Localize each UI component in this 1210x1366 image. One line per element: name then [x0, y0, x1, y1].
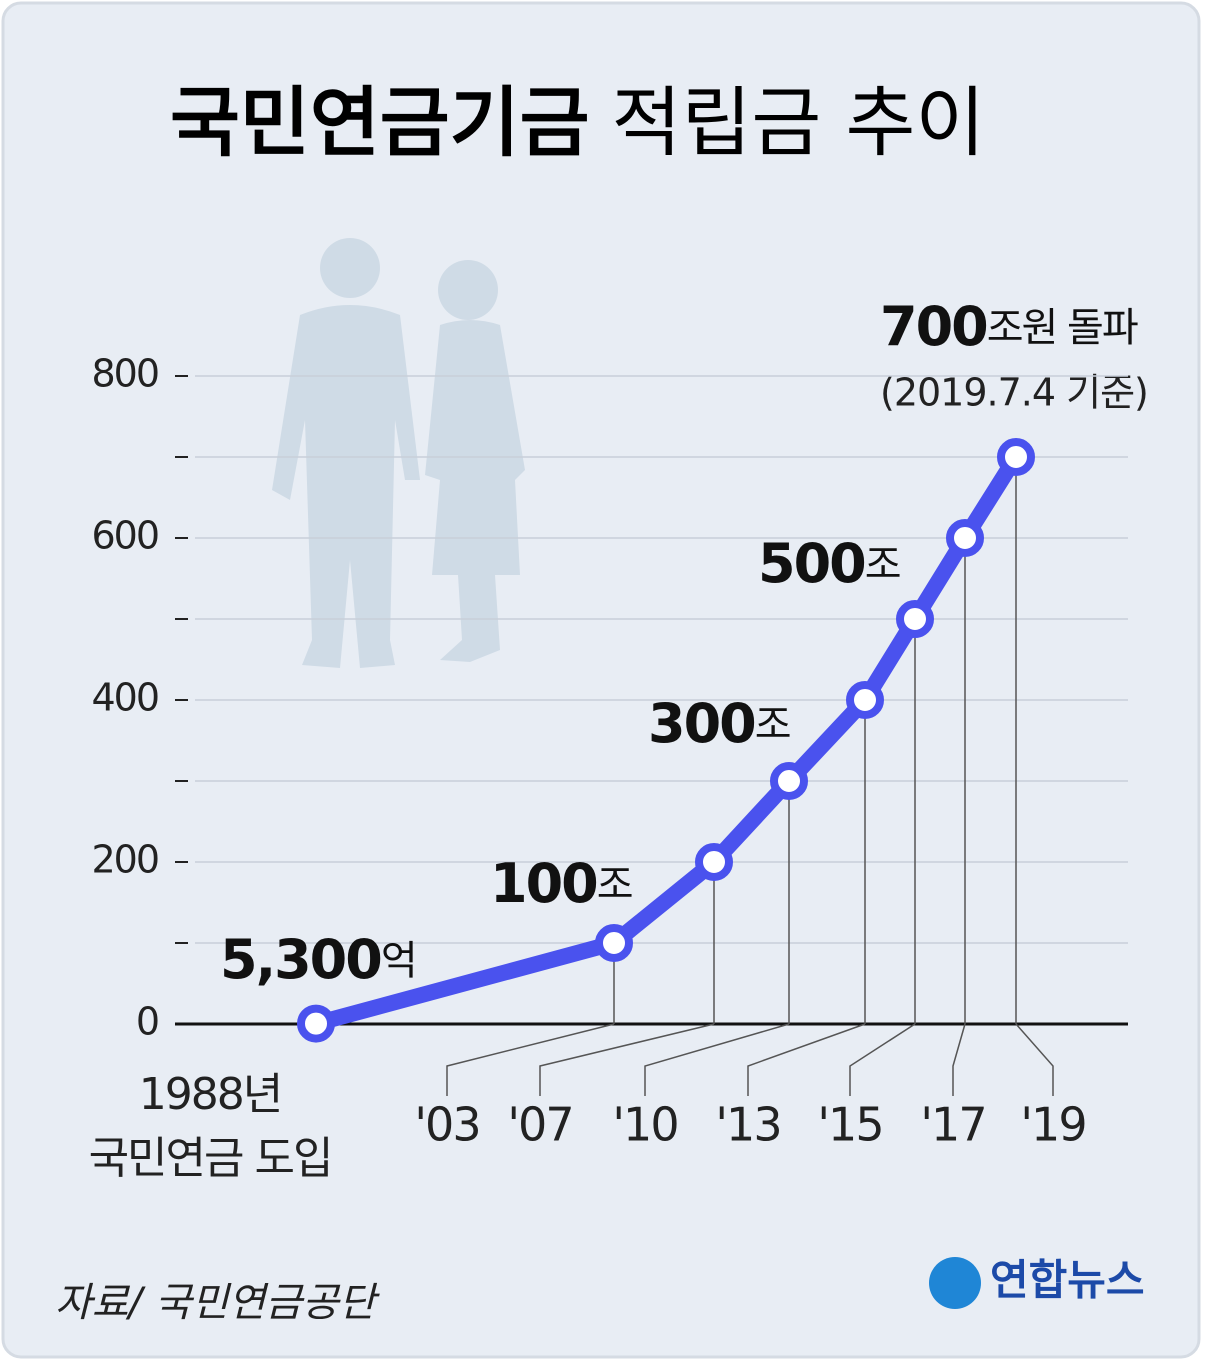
data-label-unit: 조: [597, 862, 632, 908]
leader-line: [539, 1023, 715, 1096]
x-tick-label: '10: [612, 1098, 677, 1152]
x-tick-label: '19: [1020, 1098, 1085, 1152]
y-tick-label: 600: [91, 514, 158, 558]
silhouette: [272, 238, 525, 668]
y-tick-label: 0: [136, 1000, 158, 1044]
data-label: 100조: [490, 852, 632, 915]
point: [695, 843, 733, 881]
point: [297, 1004, 335, 1043]
data-label: 5,300억: [220, 928, 416, 991]
point: [595, 924, 633, 962]
point: [997, 438, 1035, 476]
title-bold: 국민연금기금: [170, 78, 590, 167]
x-tick-label: '15: [817, 1098, 882, 1152]
data-label-unit: 조: [755, 702, 790, 748]
point: [896, 600, 934, 638]
leader-line: [644, 1023, 790, 1096]
point: [770, 762, 808, 800]
data-label: 500조: [758, 532, 900, 595]
leader-line: [952, 1023, 966, 1096]
logo: 연합뉴스: [990, 1256, 1145, 1305]
leader-line: [849, 1023, 916, 1096]
source: 자료/ 국민연금공단: [55, 1280, 381, 1326]
chart-title: 국민연금기금 적립금 추이: [170, 78, 985, 167]
leader-line: [747, 1023, 866, 1096]
x-tick-label: '17: [920, 1098, 985, 1152]
data-label: 700조원 돌파: [880, 295, 1138, 358]
data-label-number: 100: [490, 852, 597, 915]
data-label-unit: 억: [381, 938, 416, 984]
leader-line: [446, 1023, 615, 1096]
x-tick-label: '07: [507, 1098, 572, 1152]
x-tick-label: '03: [414, 1098, 479, 1152]
y-tick-label: 800: [91, 352, 158, 396]
point: [946, 519, 984, 557]
data-label-number: 700: [880, 295, 987, 358]
y-tick-label: 200: [91, 838, 158, 882]
annotation: (2019.7.4 기준): [880, 371, 1148, 415]
point: [846, 681, 884, 719]
x-tick-label: '13: [715, 1098, 780, 1152]
y-tick-label: 400: [91, 676, 158, 720]
data-label-unit: 조: [865, 542, 900, 588]
data-label: 300조: [648, 692, 790, 755]
x-tick-label-line: 1988년: [139, 1069, 281, 1120]
data-label-number: 300: [648, 692, 755, 755]
data-label-number: 500: [758, 532, 865, 595]
title-rest: 적립금 추이: [612, 78, 986, 167]
leader-line: [1015, 1023, 1054, 1096]
logo-icon: [929, 1257, 981, 1309]
data-label-number: 5,300: [220, 928, 381, 991]
x-tick-label-line: 국민연금 도입: [89, 1133, 332, 1184]
data-label-unit: 조원 돌파: [987, 305, 1138, 351]
